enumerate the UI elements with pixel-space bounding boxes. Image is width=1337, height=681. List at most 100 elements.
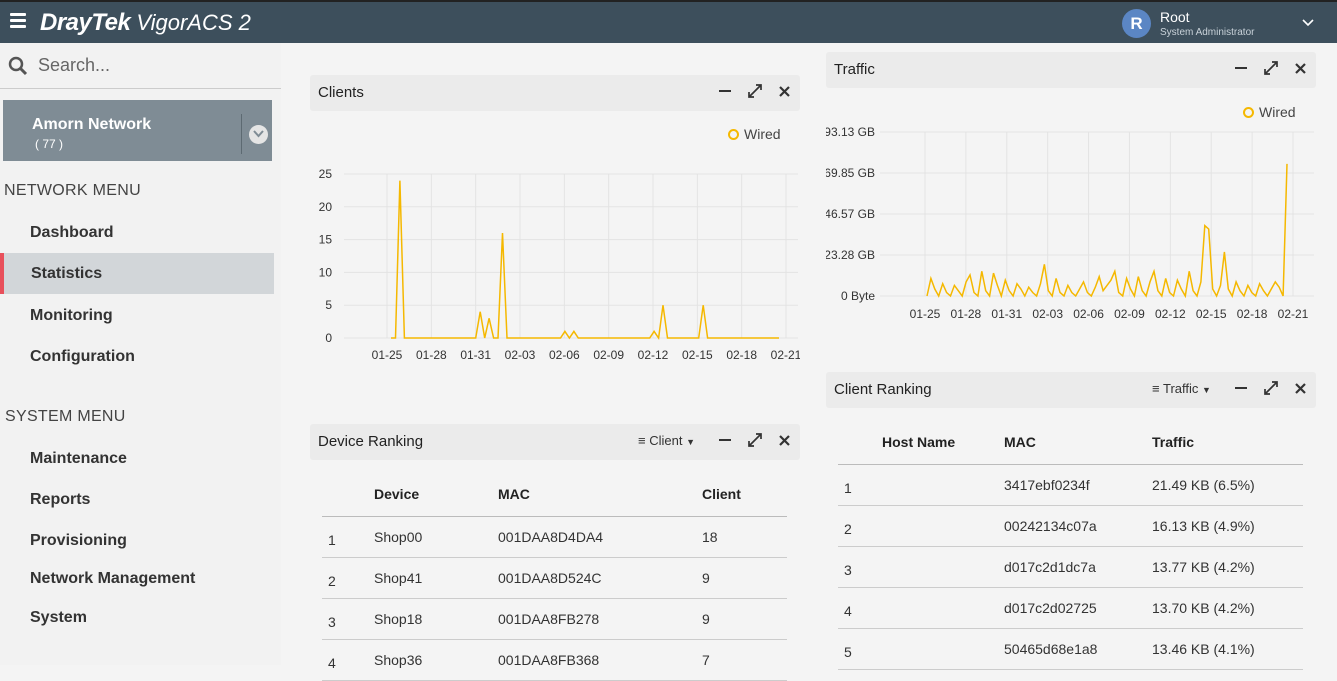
column-header[interactable]: Device — [374, 472, 498, 517]
rank-cell: 3 — [838, 546, 882, 588]
search-input[interactable] — [38, 53, 268, 77]
legend-label: Wired — [744, 126, 781, 142]
client-count-cell: 9 — [702, 598, 787, 640]
device-cell: Shop18 — [374, 598, 498, 640]
sort-dropdown[interactable]: ≡ Client ▼ — [638, 433, 695, 448]
close-icon[interactable] — [1295, 61, 1306, 78]
rank-cell: 4 — [322, 639, 374, 681]
network-name: Amorn Network — [32, 116, 152, 133]
brand-draytek: DrayTek — [40, 9, 131, 36]
table-row[interactable]: 3 Shop18 001DAA8FB278 9 — [322, 598, 787, 640]
minimize-icon[interactable] — [719, 433, 731, 450]
mac-cell: 001DAA8FB278 — [498, 598, 702, 640]
table-row[interactable]: 4 d017c2d02725 13.70 KB (4.2%) — [838, 587, 1303, 629]
table-row[interactable]: 3 d017c2d1dc7a 13.77 KB (4.2%) — [838, 546, 1303, 588]
device-ranking-header: Device Ranking ≡ Client ▼ — [310, 424, 800, 460]
sidebar-item-network-management[interactable]: Network Management — [30, 570, 196, 587]
table-row[interactable]: 2 00242134c07a 16.13 KB (4.9%) — [838, 505, 1303, 547]
panel-title: Clients — [318, 84, 364, 101]
sidebar-item-provisioning[interactable]: Provisioning — [30, 532, 127, 549]
legend-ring-icon — [1243, 107, 1254, 118]
x-tick-label: 02-06 — [549, 348, 580, 362]
dropdown-label: Client — [649, 433, 683, 448]
traffic-cell: 13.77 KB (4.2%) — [1152, 546, 1303, 588]
y-tick-label: 69.85 GB — [826, 166, 875, 180]
host-name-cell — [882, 505, 1004, 547]
table-header-row: Host Name MAC Traffic — [838, 420, 1303, 465]
host-name-cell — [882, 464, 1004, 506]
device-cell: Shop00 — [374, 516, 498, 558]
table-row[interactable]: 5 50465d68e1a8 13.46 KB (4.1%) — [838, 628, 1303, 670]
caret-down-icon: ▼ — [686, 437, 696, 447]
chart-legend[interactable]: Wired — [1243, 104, 1296, 120]
mac-cell: 00242134c07a — [1004, 505, 1152, 547]
x-tick-label: 01-28 — [416, 348, 447, 362]
sidebar-item-reports[interactable]: Reports — [30, 491, 91, 508]
traffic-chart: 0 Byte 23.28 GB 46.57 GB 69.85 GB 93.13 GB 01… — [826, 125, 1314, 321]
chevron-down-icon[interactable] — [1302, 16, 1314, 30]
hamburger-menu-icon[interactable] — [10, 13, 26, 29]
brand-logo: DrayTek VigorACS 2 — [40, 9, 251, 37]
column-header[interactable]: MAC — [1004, 420, 1152, 465]
minimize-icon[interactable] — [719, 84, 731, 101]
system-menu-title: SYSTEM MENU — [5, 408, 126, 425]
sidebar-item-configuration[interactable]: Configuration — [30, 348, 135, 365]
table-row[interactable]: 4 Shop36 001DAA8FB368 7 — [322, 639, 787, 681]
expand-icon[interactable] — [1264, 381, 1278, 399]
x-tick-label: 02-03 — [1032, 307, 1063, 321]
close-icon[interactable] — [779, 84, 790, 101]
table-row[interactable]: 1 Shop00 001DAA8D4DA4 18 — [322, 516, 787, 558]
sidebar-item-statistics[interactable]: Statistics — [0, 253, 274, 294]
expand-icon[interactable] — [1264, 61, 1278, 79]
search-bar — [0, 43, 281, 89]
table-row[interactable]: 2 Shop41 001DAA8D524C 9 — [322, 557, 787, 599]
table-row[interactable]: 1 3417ebf0234f 21.49 KB (6.5%) — [838, 464, 1303, 506]
rank-cell: 2 — [838, 505, 882, 547]
x-tick-label: 02-21 — [1278, 307, 1309, 321]
chart-legend[interactable]: Wired — [728, 126, 781, 142]
sidebar-item-dashboard[interactable]: Dashboard — [30, 224, 114, 241]
y-tick-label: 25 — [319, 167, 333, 181]
column-header[interactable]: Client — [702, 472, 787, 517]
minimize-icon[interactable] — [1235, 381, 1247, 398]
column-header[interactable]: Host Name — [882, 420, 1004, 465]
rank-cell: 1 — [838, 464, 882, 506]
column-header — [838, 420, 882, 465]
sidebar-item-system[interactable]: System — [30, 609, 87, 626]
expand-icon[interactable] — [748, 433, 762, 451]
sidebar: Amorn Network ( 77 ) NETWORK MENU Dashbo… — [0, 43, 281, 665]
close-icon[interactable] — [1295, 381, 1306, 398]
series-line — [926, 163, 1288, 299]
expand-icon[interactable] — [748, 84, 762, 102]
chevron-down-icon[interactable] — [249, 125, 268, 144]
rank-cell: 3 — [322, 598, 374, 640]
client-ranking-table: Host Name MAC Traffic 1 3417ebf0234f 21.… — [838, 420, 1303, 670]
x-tick-label: 02-21 — [771, 348, 800, 362]
x-tick-label: 01-31 — [991, 307, 1022, 321]
device-ranking-table: Device MAC Client 1 Shop00 001DAA8D4DA4 … — [322, 472, 787, 681]
close-icon[interactable] — [779, 433, 790, 450]
traffic-cell: 13.70 KB (4.2%) — [1152, 587, 1303, 629]
x-tick-label: 02-09 — [1114, 307, 1145, 321]
table-header-row: Device MAC Client — [322, 472, 787, 517]
user-name[interactable]: Root — [1160, 9, 1190, 25]
x-tick-label: 02-12 — [1155, 307, 1186, 321]
x-tick-label: 02-18 — [1237, 307, 1268, 321]
client-count-cell: 9 — [702, 557, 787, 599]
dropdown-label: Traffic — [1162, 381, 1199, 396]
mac-cell: 3417ebf0234f — [1004, 464, 1152, 506]
column-header[interactable]: Traffic — [1152, 420, 1303, 465]
y-tick-label: 15 — [319, 233, 333, 247]
network-selector[interactable]: Amorn Network ( 77 ) — [3, 100, 272, 161]
mac-cell: d017c2d02725 — [1004, 587, 1152, 629]
column-header[interactable]: MAC — [498, 472, 702, 517]
sidebar-item-monitoring[interactable]: Monitoring — [30, 307, 113, 324]
sidebar-item-maintenance[interactable]: Maintenance — [30, 450, 127, 467]
y-tick-label: 0 Byte — [841, 289, 875, 303]
minimize-icon[interactable] — [1235, 61, 1247, 78]
clients-chart: 0 5 10 15 20 25 01-25 01-28 01-31 02-03 02-06 02-09… — [319, 167, 800, 362]
sort-dropdown[interactable]: ≡ Traffic ▼ — [1152, 381, 1211, 396]
legend-ring-icon — [728, 129, 739, 140]
x-tick-label: 02-15 — [682, 348, 713, 362]
user-avatar[interactable]: R — [1122, 9, 1151, 38]
